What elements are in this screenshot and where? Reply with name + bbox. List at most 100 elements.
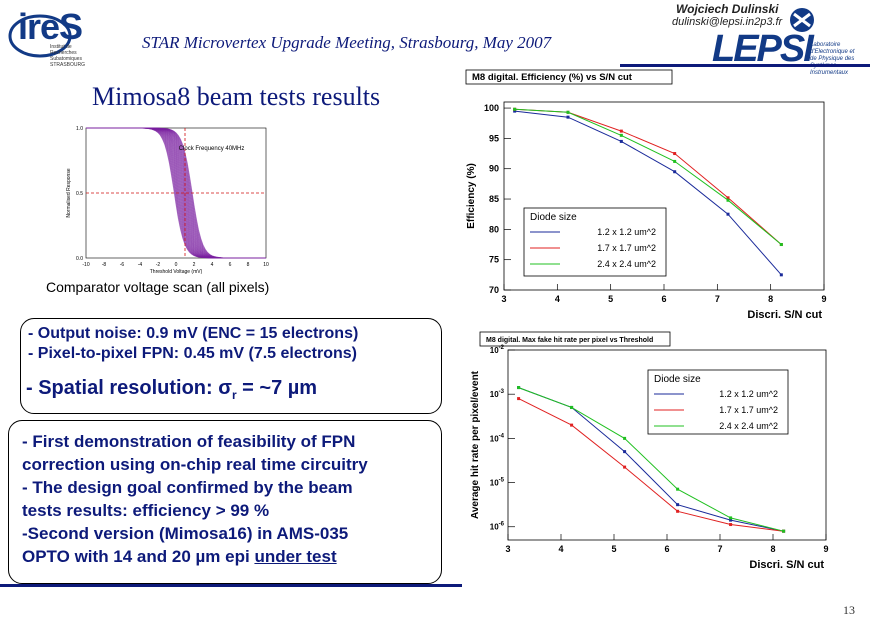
- data-point: [673, 159, 677, 163]
- legend-entry: 1.2 x 1.2 um^2: [597, 227, 656, 237]
- noise-summary-box: [20, 318, 442, 414]
- author-email: dulinski@lepsi.in2p3.fr: [672, 16, 783, 28]
- chart-title: M8 digital. Max fake hit rate per pixel …: [486, 337, 653, 344]
- data-point: [676, 509, 680, 513]
- data-point: [726, 196, 730, 200]
- data-point: [623, 436, 627, 440]
- spatial-resolution-text: - Spatial resolution: σr = ~7 µm: [26, 377, 318, 402]
- data-point: [570, 423, 574, 427]
- lepsi-logo-text: LEPSI: [712, 28, 814, 70]
- author-name: Wojciech Dulinski: [676, 2, 779, 16]
- output-noise-text: - Output noise: 0.9 mV (ENC = 15 electro…: [28, 325, 359, 342]
- data-point: [619, 139, 623, 143]
- x-tick-label: -10: [82, 262, 89, 268]
- data-point: [513, 109, 517, 113]
- y-tick-label: 95: [489, 133, 499, 143]
- conclusion-line-1: - First demonstration of feasibility of …: [22, 432, 356, 451]
- legend-entry: 1.2 x 1.2 um^2: [719, 389, 778, 399]
- x-tick-label: 0: [175, 262, 178, 268]
- data-point: [623, 450, 627, 454]
- y-tick-label: 1.0: [76, 126, 83, 132]
- legend-entry: 1.7 x 1.7 um^2: [597, 243, 656, 253]
- chart-title: M8 digital. Efficiency (%) vs S/N cut: [472, 72, 633, 83]
- scan-caption: Comparator voltage scan (all pixels): [46, 279, 270, 295]
- x-tick-label: 2: [193, 262, 196, 268]
- footer-divider: [0, 584, 462, 587]
- y-tick-label: 10-2: [490, 345, 505, 355]
- data-point: [676, 487, 680, 491]
- x-tick-label: 6: [664, 544, 669, 554]
- x-tick-label: 5: [608, 294, 613, 304]
- data-point: [726, 198, 730, 202]
- chart-title-box: [479, 331, 671, 347]
- scan-curve: [86, 127, 266, 259]
- y-axis-label: Normalised Response: [66, 168, 72, 217]
- x-axis-label: Threshold Voltage (mV): [150, 269, 203, 275]
- series-line: [514, 108, 782, 245]
- x-tick-label: 8: [770, 544, 775, 554]
- x-tick-label: 6: [229, 262, 232, 268]
- efficiency-chart: M8 digital. Efficiency (%) vs S/N cut 3 4 5…: [465, 69, 827, 321]
- x-tick-label: 7: [715, 294, 720, 304]
- data-point: [779, 273, 783, 277]
- legend-title: Diode size: [654, 374, 701, 385]
- y-axis-label: Efficiency (%): [466, 163, 477, 229]
- series-line: [514, 110, 782, 276]
- x-tick-label: -6: [120, 262, 125, 268]
- y-tick-label: 75: [489, 255, 499, 265]
- conclusion-line-2: correction using on-chip real time circu…: [22, 455, 368, 474]
- series-line: [518, 398, 784, 532]
- chart-title-box: [465, 69, 673, 85]
- conclusion-line-6: OPTO with 14 and 20 µm epi under test: [22, 547, 337, 566]
- y-tick-label: 100: [484, 103, 499, 113]
- y-tick-label: 10-5: [490, 478, 505, 488]
- y-tick-label: 85: [489, 194, 499, 204]
- legend-box: [523, 207, 667, 277]
- y-tick-label: 80: [489, 224, 499, 234]
- data-point: [729, 516, 733, 520]
- x-tick-label: 3: [501, 294, 506, 304]
- data-point: [517, 386, 521, 390]
- conclusion-line-4: tests results: efficiency > 99 %: [22, 501, 270, 520]
- series-line: [518, 387, 784, 532]
- x-tick-label: 7: [717, 544, 722, 554]
- x-tick-label: -4: [138, 262, 143, 268]
- fake-hit-rate-chart: M8 digital. Max fake hit rate per pixel …: [470, 331, 829, 571]
- data-point: [779, 243, 783, 247]
- data-point: [566, 110, 570, 114]
- legend-title: Diode size: [530, 212, 577, 223]
- ires-logo-text: ireS: [18, 6, 83, 47]
- data-point: [619, 133, 623, 137]
- x-tick-label: -8: [102, 262, 107, 268]
- header-divider: [620, 64, 870, 67]
- x-tick-label: 4: [555, 294, 560, 304]
- fpn-text: - Pixel-to-pixel FPN: 0.45 mV (7.5 elect…: [28, 345, 357, 362]
- data-point: [673, 170, 677, 174]
- y-tick-label: 10-3: [490, 389, 505, 399]
- data-point: [673, 152, 677, 156]
- page-number: 13: [843, 603, 855, 617]
- data-point: [676, 503, 680, 507]
- data-point: [619, 129, 623, 133]
- y-tick-label: 70: [489, 285, 499, 295]
- comparator-scan-chart: Clock Frequency 40MHz -10 -8 -6 -4 -2 0 2 4 6 8 10 0…: [66, 126, 269, 275]
- y-tick-label: 0.0: [76, 256, 83, 262]
- conclusion-line-3: - The design goal confirmed by the beam: [22, 478, 353, 497]
- conclusion-line-5: -Second version (Mimosa16) in AMS-035: [22, 524, 349, 543]
- data-point: [726, 212, 730, 216]
- x-axis-label: Discri. S/N cut: [747, 309, 822, 321]
- x-tick-label: 3: [505, 544, 510, 554]
- y-tick-label: 10-6: [490, 522, 505, 532]
- lepsi-emblem-icon: [790, 8, 814, 32]
- x-tick-label: 5: [611, 544, 616, 554]
- data-point: [513, 107, 517, 111]
- data-point: [782, 529, 786, 533]
- ires-logo: [8, 14, 72, 58]
- y-tick-label: 10-4: [490, 433, 505, 443]
- x-tick-label: 8: [247, 262, 250, 268]
- legend-entry: 2.4 x 2.4 um^2: [719, 421, 778, 431]
- x-axis-label: Discri. S/N cut: [749, 559, 824, 571]
- x-tick-label: 4: [558, 544, 563, 554]
- conference-title: STAR Microvertex Upgrade Meeting, Strasb…: [142, 33, 552, 52]
- slide-title: Mimosa8 beam tests results: [92, 82, 381, 111]
